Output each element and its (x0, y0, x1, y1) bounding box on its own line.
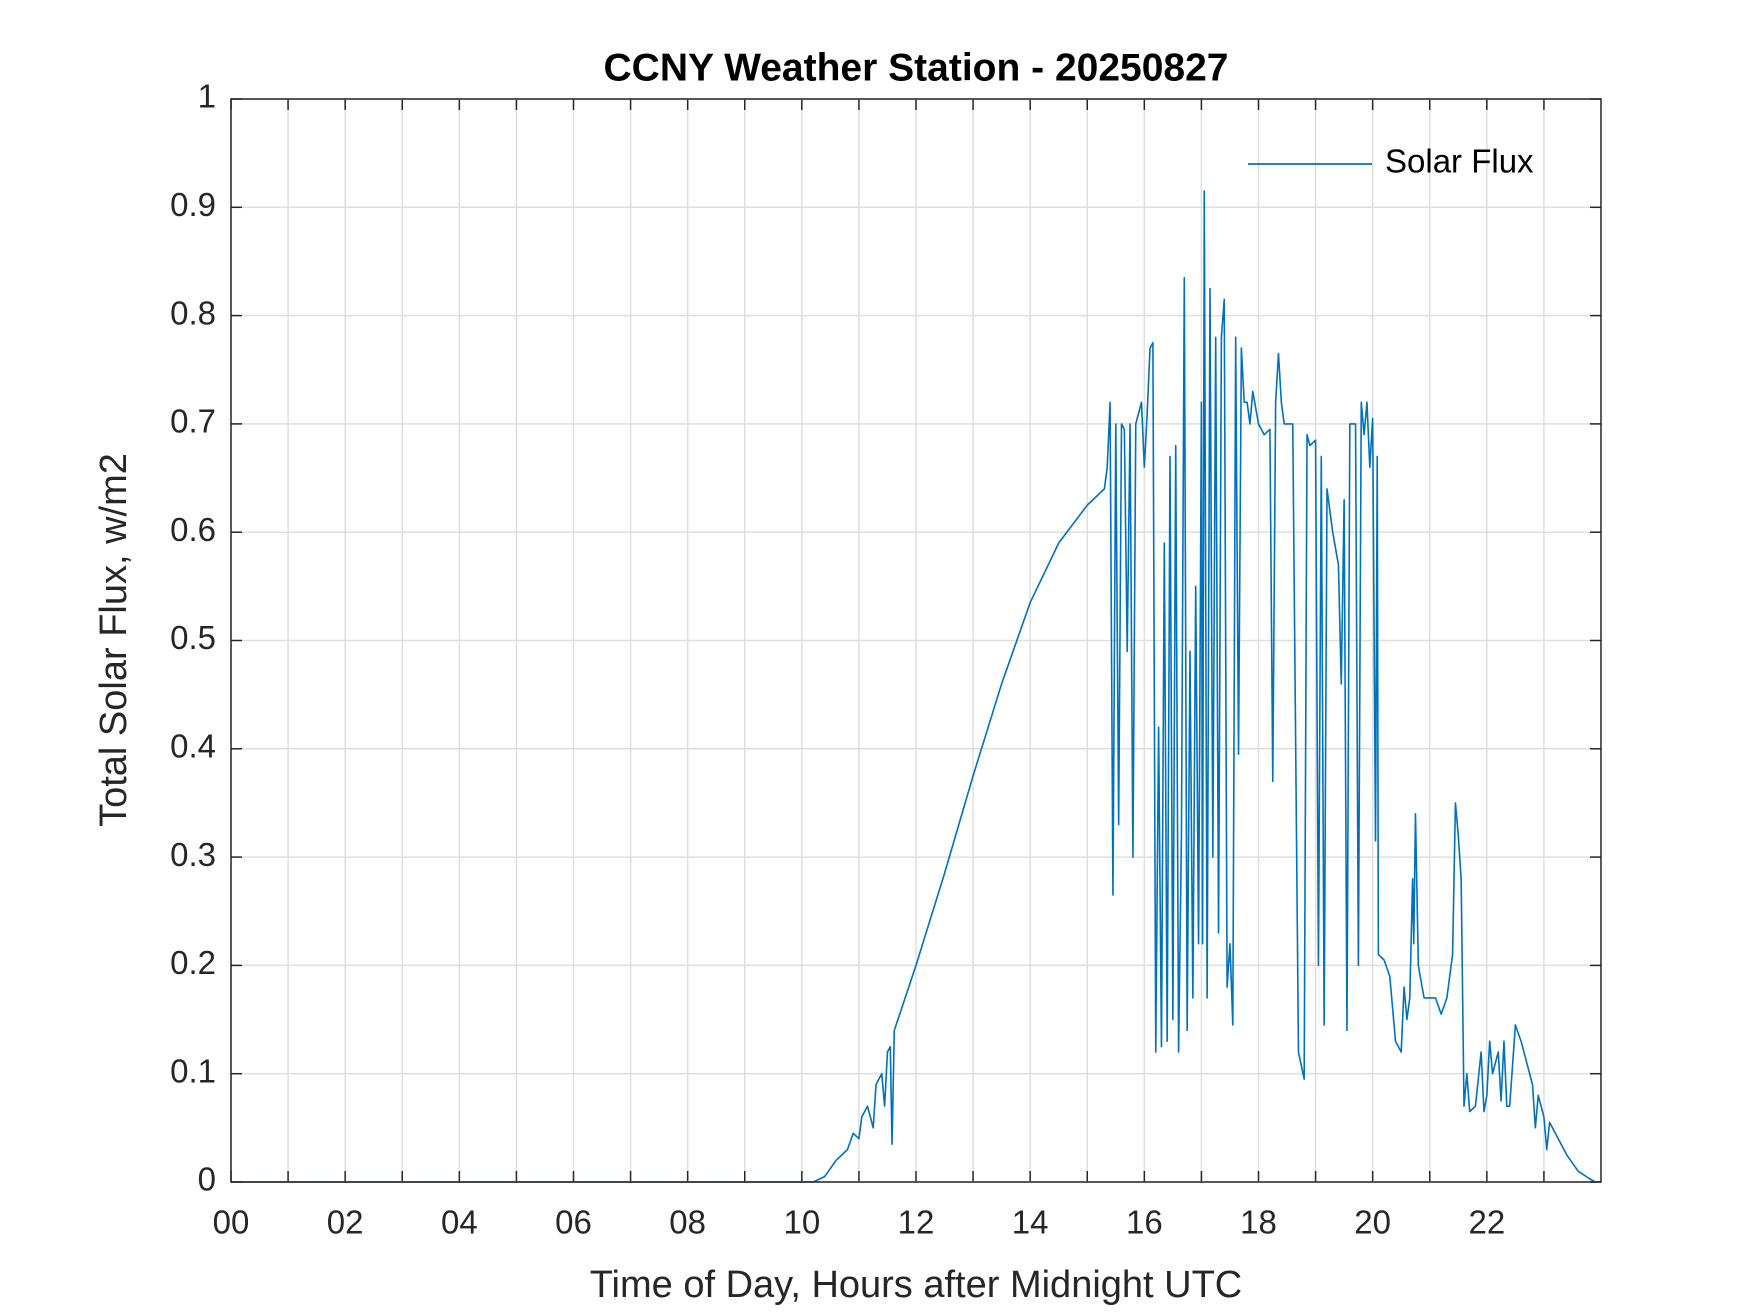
x-tick-label: 18 (1240, 1204, 1277, 1241)
y-tick-label: 0 (198, 1161, 216, 1198)
x-tick-label: 00 (213, 1204, 250, 1241)
x-tick-label: 06 (555, 1204, 592, 1241)
y-tick-label: 0.8 (170, 294, 216, 331)
y-tick-label: 0.4 (170, 728, 216, 765)
x-tick-label: 04 (441, 1204, 478, 1241)
x-tick-label: 02 (327, 1204, 364, 1241)
y-tick-label: 0.3 (170, 836, 216, 873)
x-tick-label: 10 (783, 1204, 820, 1241)
x-axis-label: Time of Day, Hours after Midnight UTC (590, 1264, 1243, 1306)
legend-label: Solar Flux (1385, 143, 1534, 180)
x-tick-label: 12 (898, 1204, 935, 1241)
data-line (231, 190, 1596, 1183)
x-tick-label: 16 (1126, 1204, 1163, 1241)
y-axis-label: Total Solar Flux, w/m2 (93, 453, 135, 827)
y-tick-label: 1 (198, 78, 216, 115)
y-tick-label: 0.7 (170, 403, 216, 440)
x-tick-label: 22 (1468, 1204, 1505, 1241)
y-tick-label: 0.9 (170, 186, 216, 223)
y-tick-label: 0.5 (170, 619, 216, 656)
axes-box (230, 98, 1602, 1183)
x-tick-label: 20 (1354, 1204, 1391, 1241)
x-tick-label: 08 (669, 1204, 706, 1241)
chart-title: CCNY Weather Station - 20250827 (604, 46, 1229, 89)
y-tick-label: 0.1 (170, 1052, 216, 1089)
y-tick-label: 0.2 (170, 944, 216, 981)
x-tick-label: 14 (1012, 1204, 1049, 1241)
y-tick-label: 0.6 (170, 511, 216, 548)
